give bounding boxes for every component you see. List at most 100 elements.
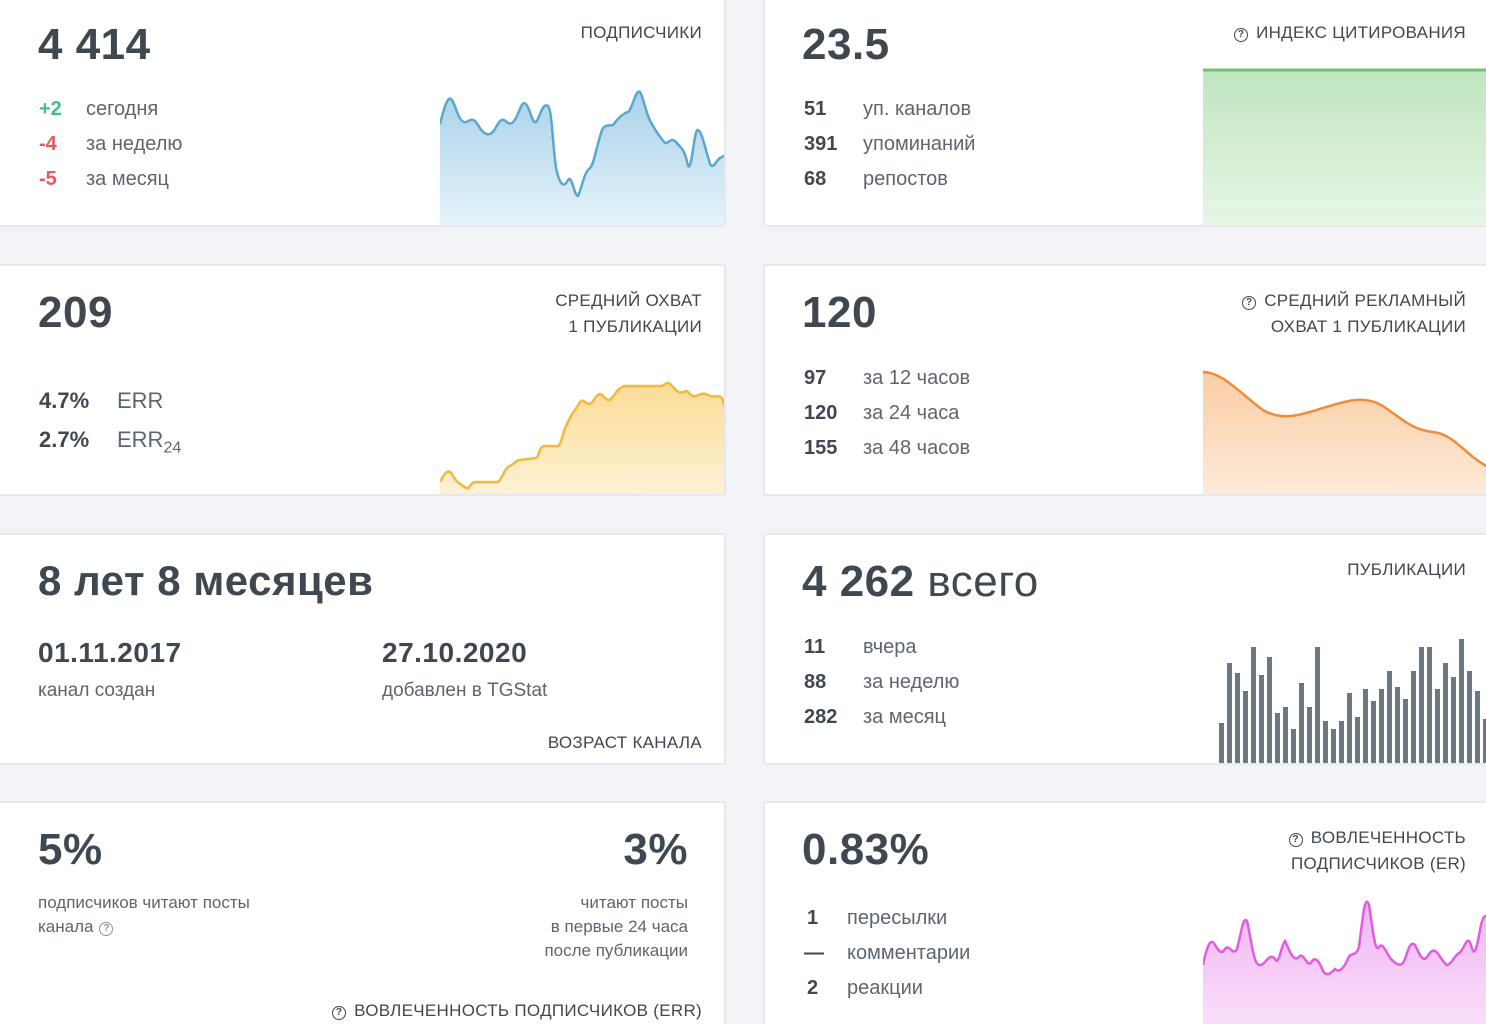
- age-title: ВОЗРАСТ КАНАЛА: [547, 733, 702, 752]
- age-created-label: канал создан: [38, 680, 156, 701]
- err-right-line1: читают посты: [580, 893, 688, 912]
- citation-value: 23.5: [802, 20, 890, 69]
- reach-title-line1: СРЕДНИЙ ОХВАТ: [555, 291, 702, 310]
- age-value: 8 лет 8 месяцев: [38, 557, 374, 604]
- er-row-forwards: 1 пересылки: [807, 907, 947, 930]
- err-right-line3: после публикации: [544, 941, 688, 960]
- posts-title: ПУБЛИКАЦИИ: [1347, 560, 1466, 579]
- subscribers-sparkline: [440, 90, 724, 225]
- reach-err24-value: 2.7%: [39, 427, 90, 452]
- er-comments-label: комментарии: [847, 942, 971, 964]
- err-title-text: ВОВЛЕЧЕННОСТЬ ПОДПИСЧИКОВ (ERR): [354, 1001, 702, 1020]
- subscribers-row-week: -4 за неделю: [39, 133, 182, 156]
- citation-reposts-label: репостов: [863, 168, 948, 190]
- ad-reach-48h-count: 155: [804, 437, 838, 459]
- ad-reach-24h-count: 120: [804, 402, 838, 424]
- posts-row-yesterday: 11 вчера: [804, 636, 917, 659]
- age-created-date: 01.11.2017: [38, 637, 182, 668]
- subscribers-month-count: -5: [39, 168, 57, 190]
- err-right-desc: читают посты в первые 24 часа после публ…: [544, 891, 688, 963]
- reach-err24-label: ERR24: [117, 427, 181, 457]
- citation-sparkline: [1203, 68, 1486, 225]
- posts-yesterday-count: 11: [804, 636, 826, 658]
- posts-row-week: 88 за неделю: [804, 671, 959, 694]
- citation-card[interactable]: 23.5 ? ИНДЕКС ЦИТИРОВАНИЯ 51 уп. каналов …: [763, 0, 1486, 227]
- citation-mentions-count: 391: [804, 133, 838, 155]
- citation-channels-label: уп. каналов: [863, 98, 972, 120]
- subscribers-title: ПОДПИСЧИКИ: [580, 23, 702, 42]
- er-forwards-label: пересылки: [847, 907, 948, 929]
- er-row-reactions: 2 реакции: [807, 977, 923, 1000]
- posts-value-suffix: всего: [927, 557, 1039, 606]
- subscribers-week-label: за неделю: [86, 133, 183, 155]
- help-icon[interactable]: ?: [99, 922, 114, 936]
- reach-title-line2: 1 ПУБЛИКАЦИИ: [568, 317, 702, 336]
- citation-row-mentions: 391 упоминаний: [804, 133, 975, 156]
- ad-reach-24h-label: за 24 часа: [863, 402, 960, 424]
- reach-err-value: 4.7%: [39, 388, 90, 413]
- er-comments-count: —: [804, 942, 824, 964]
- posts-row-month: 282 за месяц: [804, 706, 946, 729]
- posts-value: 4 262: [802, 557, 915, 606]
- subscribers-month-label: за месяц: [86, 168, 170, 190]
- posts-yesterday-label: вчера: [863, 636, 917, 658]
- help-icon[interactable]: ?: [1288, 833, 1303, 847]
- posts-bar-chart: [1219, 639, 1486, 763]
- subscribers-today-count: +2: [39, 98, 62, 120]
- reach-row-err: 4.7% ERR: [39, 388, 163, 414]
- citation-reposts-count: 68: [804, 168, 827, 190]
- ad-reach-48h-label: за 48 часов: [863, 437, 971, 459]
- subscribers-row-today: +2 сегодня: [39, 98, 158, 121]
- ad-reach-row-48h: 155 за 48 часов: [804, 437, 970, 460]
- reach-sparkline: [440, 381, 724, 494]
- ad-reach-title: ? СРЕДНИЙ РЕКЛАМНЫЙ ОХВАТ 1 ПУБЛИКАЦИИ: [1242, 288, 1466, 340]
- citation-title-wrap: ? ИНДЕКС ЦИТИРОВАНИЯ: [1234, 20, 1466, 46]
- ad-reach-12h-label: за 12 часов: [863, 367, 971, 389]
- err-card[interactable]: 5% подписчиков читают посты канала? 3% ч…: [0, 801, 726, 1024]
- er-forwards-count: 1: [807, 907, 819, 929]
- ad-reach-value: 120: [802, 288, 877, 337]
- err-title: ? ВОВЛЕЧЕННОСТЬ ПОДПИСЧИКОВ (ERR): [332, 998, 702, 1024]
- reach-row-err24: 2.7% ERR24: [39, 427, 181, 457]
- help-icon[interactable]: ?: [1242, 296, 1257, 310]
- ad-reach-title-line2: ОХВАТ 1 ПУБЛИКАЦИИ: [1270, 317, 1466, 336]
- er-title: ? ВОВЛЕЧЕННОСТЬ ПОДПИСЧИКОВ (ER): [1288, 825, 1466, 877]
- er-card[interactable]: 0.83% ? ВОВЛЕЧЕННОСТЬ ПОДПИСЧИКОВ (ER) 1 …: [763, 801, 1486, 1024]
- er-reactions-count: 2: [807, 977, 819, 999]
- age-added-label: добавлен в TGStat: [382, 680, 548, 701]
- age-card[interactable]: 8 лет 8 месяцев 01.11.2017 канал создан …: [0, 533, 726, 765]
- citation-channels-count: 51: [804, 98, 827, 120]
- reach-value: 209: [38, 288, 113, 337]
- reach-err24-label-text: ERR: [117, 427, 164, 452]
- reach-title: СРЕДНИЙ ОХВАТ 1 ПУБЛИКАЦИИ: [555, 288, 702, 340]
- posts-month-count: 282: [804, 706, 838, 728]
- er-value: 0.83%: [802, 825, 930, 874]
- subscribers-card[interactable]: 4 414 ПОДПИСЧИКИ +2 сегодня -4 за неделю…: [0, 0, 726, 227]
- subscribers-row-month: -5 за месяц: [39, 168, 169, 191]
- err-left-desc: подписчиков читают посты канала?: [38, 891, 250, 939]
- err-left-value: 5%: [38, 825, 103, 874]
- subscribers-week-count: -4: [39, 133, 57, 155]
- reach-err-label: ERR: [117, 388, 164, 413]
- ad-reach-sparkline: [1203, 370, 1486, 494]
- er-reactions-label: реакции: [847, 977, 923, 999]
- posts-month-label: за месяц: [863, 706, 947, 728]
- err-left-line2: канала: [38, 917, 94, 936]
- help-icon[interactable]: ?: [1234, 28, 1249, 42]
- age-added-date: 27.10.2020: [382, 637, 528, 668]
- err-right-line2: в первые 24 часа: [550, 917, 688, 936]
- help-icon[interactable]: ?: [332, 1006, 347, 1020]
- ad-reach-12h-count: 97: [804, 367, 827, 389]
- reach-card[interactable]: 209 СРЕДНИЙ ОХВАТ 1 ПУБЛИКАЦИИ 4.7% ERR …: [0, 264, 726, 496]
- er-title-line2: ПОДПИСЧИКОВ (ER): [1290, 854, 1466, 873]
- err-left-line1: подписчиков читают посты: [38, 893, 250, 912]
- posts-week-count: 88: [804, 671, 827, 693]
- er-title-line1: ВОВЛЕЧЕННОСТЬ: [1310, 828, 1466, 847]
- citation-title: ИНДЕКС ЦИТИРОВАНИЯ: [1256, 23, 1466, 42]
- err-right-value: 3%: [623, 825, 688, 874]
- posts-card[interactable]: 4 262 всего ПУБЛИКАЦИИ 11 вчера 88 за не…: [763, 533, 1486, 765]
- ad-reach-title-line1: СРЕДНИЙ РЕКЛАМНЫЙ: [1264, 291, 1466, 310]
- er-sparkline: [1203, 900, 1486, 1024]
- subscribers-today-label: сегодня: [86, 98, 159, 120]
- ad-reach-card[interactable]: 120 ? СРЕДНИЙ РЕКЛАМНЫЙ ОХВАТ 1 ПУБЛИКАЦИ…: [763, 264, 1486, 496]
